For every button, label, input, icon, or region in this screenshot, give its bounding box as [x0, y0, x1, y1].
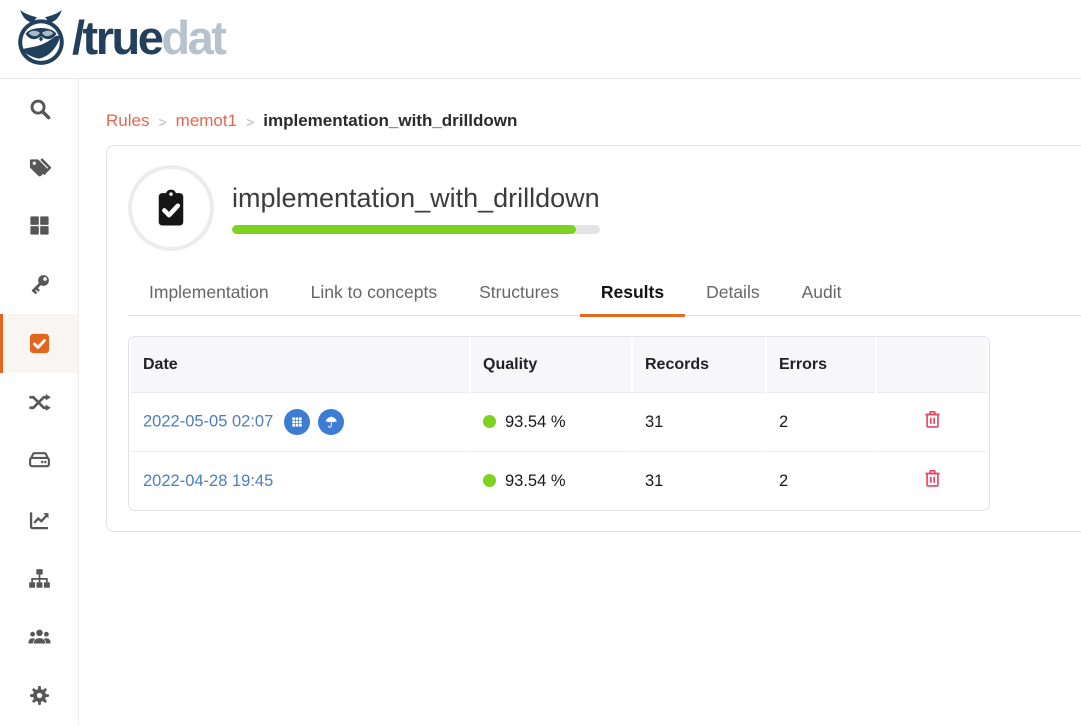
grid-circle-button[interactable]	[284, 409, 311, 435]
sidebar-item-tags[interactable]	[0, 138, 78, 197]
records-value: 31	[633, 393, 765, 452]
result-row: 2022-05-05 02:07 93.54 % 31 2	[131, 393, 987, 452]
umbrella-circle-button[interactable]	[318, 409, 345, 435]
grid-icon	[28, 214, 51, 237]
key-icon	[28, 273, 51, 296]
column-header-date: Date	[131, 337, 469, 393]
app-header: /truedat	[0, 0, 1081, 79]
sitemap-icon	[28, 567, 51, 590]
quality-value: 93.54 %	[505, 471, 566, 490]
sidebar-item-gear[interactable]	[0, 666, 78, 725]
sidebar-item-key[interactable]	[0, 255, 78, 314]
sidebar-item-users[interactable]	[0, 608, 78, 667]
sidebar-item-hard-drive[interactable]	[0, 431, 78, 490]
tab-audit[interactable]: Audit	[801, 282, 842, 302]
trash-icon	[922, 468, 943, 489]
clipboard-check-icon	[128, 165, 214, 251]
quality-value: 93.54 %	[505, 412, 566, 431]
tab-structures[interactable]: Structures	[479, 282, 559, 302]
users-icon	[27, 625, 51, 648]
breadcrumb: Rules > memot1 > implementation_with_drilldo…	[106, 111, 1081, 131]
gear-icon	[28, 684, 51, 707]
quality-status-dot	[483, 414, 496, 428]
quality-progress-fill	[232, 224, 576, 234]
errors-value: 2	[767, 393, 875, 452]
tags-icon	[28, 156, 51, 179]
tab-bar: Implementation Link to concepts Structures…	[128, 272, 1081, 317]
brand-name: /truedat	[72, 10, 227, 64]
rule-card-header: implementation_with_drilldown	[128, 165, 1081, 251]
breadcrumb-link[interactable]: memot1	[175, 111, 238, 130]
errors-value: 2	[779, 471, 789, 490]
delete-result-button[interactable]	[922, 409, 943, 433]
tab-details[interactable]: Details	[706, 282, 760, 302]
delete-result-button[interactable]	[922, 468, 943, 492]
page-title: implementation_with_drilldown	[232, 183, 600, 214]
column-header-records: Records	[633, 337, 765, 393]
check-square-icon	[28, 332, 51, 355]
result-date-link[interactable]: 2022-04-28 19:45	[143, 471, 274, 490]
quality-progress-bar	[232, 224, 600, 234]
breadcrumb-current: implementation_with_drilldown	[263, 111, 518, 130]
breadcrumb-separator: >	[158, 113, 167, 130]
chart-line-icon	[28, 508, 51, 531]
sidebar-item-search[interactable]	[0, 79, 78, 138]
result-date-link[interactable]: 2022-05-05 02:07	[143, 412, 274, 431]
column-header-actions	[877, 337, 987, 393]
sidebar	[0, 79, 79, 725]
truedat-logo[interactable]: /truedat	[13, 9, 227, 69]
hard-drive-icon	[28, 449, 51, 472]
search-icon	[28, 97, 51, 120]
sidebar-item-shuffle[interactable]	[0, 373, 78, 432]
quality-status-dot	[483, 473, 496, 487]
sidebar-item-chart-line[interactable]	[0, 490, 78, 549]
sidebar-item-check-square[interactable]	[0, 313, 78, 373]
tab-link-to-concepts[interactable]: Link to concepts	[310, 282, 438, 302]
umbrella-circle-icon	[323, 414, 339, 430]
results-table: Date Quality Records Errors 2022-05-05 02:0…	[128, 336, 990, 511]
sidebar-item-grid[interactable]	[0, 196, 78, 255]
trash-icon	[922, 409, 943, 430]
records-value: 31	[645, 471, 664, 490]
grid-circle-icon	[289, 414, 305, 430]
owl-logo-icon	[13, 9, 69, 69]
breadcrumb-separator: >	[246, 113, 255, 130]
shuffle-icon	[28, 391, 51, 414]
sidebar-item-sitemap[interactable]	[0, 549, 78, 608]
result-row: 2022-04-28 19:45 93.54 % 31 2	[131, 452, 987, 510]
main-content: Rules > memot1 > implementation_with_drilldo…	[79, 79, 1081, 725]
rule-card: implementation_with_drilldown Implementa…	[106, 145, 1081, 532]
tab-results[interactable]: Results	[579, 272, 686, 317]
column-header-errors: Errors	[767, 337, 875, 393]
breadcrumb-link[interactable]: Rules	[106, 111, 150, 130]
column-header-quality: Quality	[471, 337, 631, 393]
results-table-header-row: Date Quality Records Errors	[131, 337, 987, 393]
tab-implementation[interactable]: Implementation	[149, 282, 269, 302]
